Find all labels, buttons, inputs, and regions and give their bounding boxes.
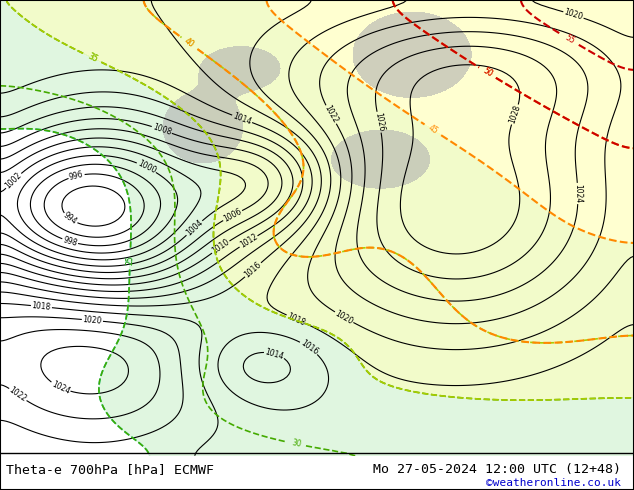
- Text: 1004: 1004: [184, 218, 205, 238]
- Text: 1016: 1016: [299, 339, 320, 357]
- Text: 40: 40: [183, 37, 196, 50]
- Text: 996: 996: [68, 170, 84, 182]
- Text: 1024: 1024: [50, 379, 71, 396]
- Text: 1024: 1024: [573, 184, 583, 203]
- Text: 998: 998: [62, 235, 79, 248]
- Text: 55: 55: [564, 33, 577, 46]
- Text: 1014: 1014: [231, 111, 253, 126]
- Text: 40: 40: [183, 37, 196, 50]
- Text: 1018: 1018: [32, 301, 51, 312]
- Text: 1016: 1016: [243, 260, 263, 280]
- Text: 25: 25: [126, 255, 134, 265]
- Text: 45: 45: [426, 123, 439, 136]
- Text: 1018: 1018: [286, 311, 307, 327]
- Text: 1010: 1010: [210, 238, 231, 256]
- Text: 35: 35: [86, 51, 99, 64]
- Text: ©weatheronline.co.uk: ©weatheronline.co.uk: [486, 478, 621, 488]
- Text: 50: 50: [481, 66, 494, 79]
- Text: 30: 30: [290, 439, 302, 449]
- Text: Theta-e 700hPa [hPa] ECMWF: Theta-e 700hPa [hPa] ECMWF: [6, 463, 214, 476]
- Text: 1020: 1020: [333, 309, 354, 326]
- Text: 1014: 1014: [264, 347, 285, 361]
- Text: 50: 50: [481, 66, 494, 79]
- Text: 1022: 1022: [8, 386, 29, 404]
- Text: 1028: 1028: [508, 104, 522, 125]
- Text: 994: 994: [61, 211, 79, 227]
- Text: 1020: 1020: [82, 315, 102, 326]
- Text: 1022: 1022: [323, 104, 340, 125]
- Text: 1002: 1002: [3, 171, 23, 191]
- Text: 1012: 1012: [238, 232, 259, 250]
- Text: Mo 27-05-2024 12:00 UTC (12+48): Mo 27-05-2024 12:00 UTC (12+48): [373, 463, 621, 476]
- Text: 35: 35: [86, 51, 99, 64]
- Text: 1008: 1008: [152, 122, 172, 137]
- Text: 1026: 1026: [373, 112, 385, 132]
- Text: 25: 25: [126, 255, 134, 265]
- Text: 1006: 1006: [222, 207, 243, 224]
- Text: 1000: 1000: [136, 159, 157, 175]
- Text: 1020: 1020: [563, 8, 584, 22]
